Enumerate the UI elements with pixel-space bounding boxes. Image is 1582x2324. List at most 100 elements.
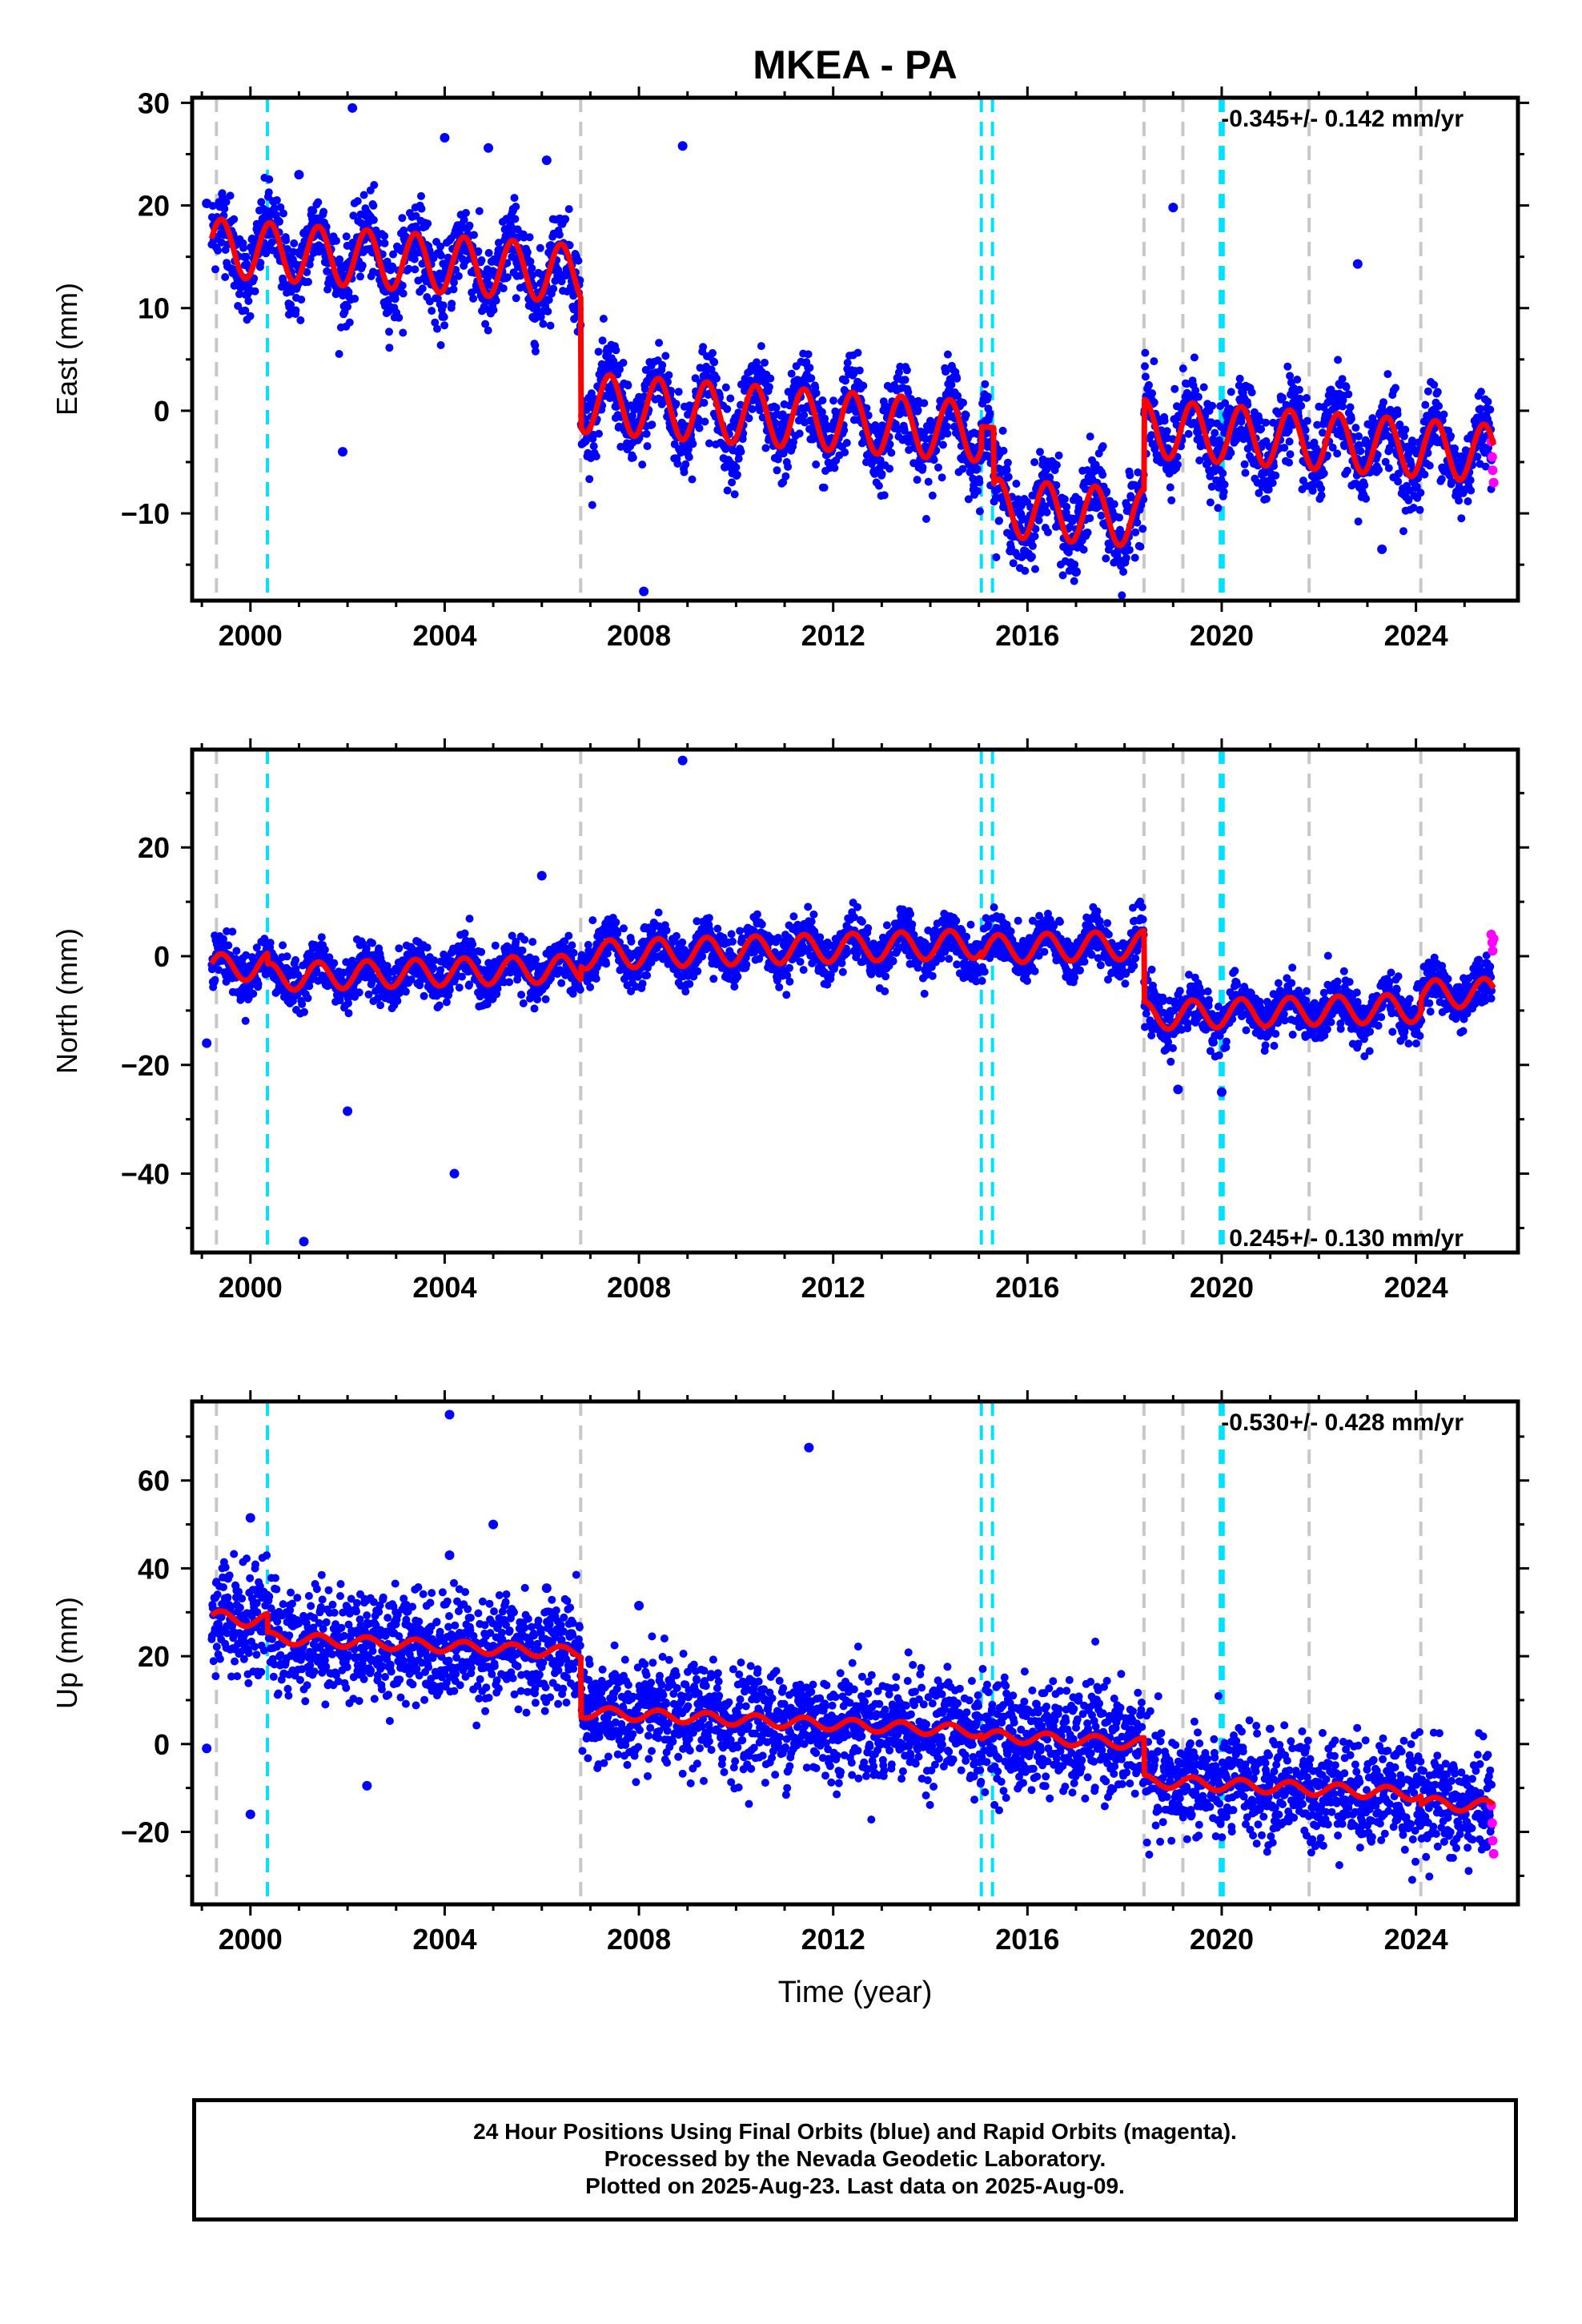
north-point-128 — [254, 979, 263, 988]
east-point-1056 — [592, 452, 600, 460]
east-point-3504 — [1484, 397, 1492, 406]
east-point-3449 — [1464, 497, 1472, 505]
north-point-1249 — [662, 926, 671, 935]
east-point-910 — [539, 320, 548, 328]
east-point-408 — [356, 272, 364, 281]
east-point-3369 — [1435, 402, 1443, 410]
east-point-2342 — [1060, 495, 1069, 504]
east-point-475 — [380, 239, 389, 247]
east-point-541 — [404, 264, 413, 273]
east-point-2492 — [1115, 513, 1124, 522]
east-point-525 — [399, 328, 408, 337]
east-point-1237 — [658, 360, 667, 369]
east-point-2271 — [1034, 516, 1043, 525]
east-point-3277 — [1401, 425, 1410, 434]
east-point-880 — [528, 271, 536, 279]
east-point-1682 — [820, 483, 829, 492]
east-point-2320 — [1052, 460, 1061, 469]
east-point-659 — [448, 300, 456, 308]
east-point-2172 — [998, 426, 1007, 435]
east-point-576 — [417, 204, 426, 213]
north-point-510 — [393, 996, 402, 1005]
east-point-1063 — [595, 429, 603, 438]
east-point-2564 — [1141, 372, 1150, 381]
east-point-2019 — [942, 422, 951, 431]
east-point-2405 — [1083, 529, 1092, 537]
east-point-165 — [267, 238, 276, 247]
east-point-2412 — [1086, 432, 1094, 441]
east-point-1155 — [628, 412, 636, 420]
east-point-1531 — [765, 383, 773, 392]
north-point-708 — [465, 915, 474, 923]
north-point-57 — [228, 927, 237, 936]
east-point-1866 — [887, 448, 896, 457]
north-point-687 — [458, 972, 466, 981]
east-point-836 — [512, 294, 520, 303]
north-point-431 — [364, 990, 373, 999]
east-point-1552 — [773, 466, 781, 475]
east-point-2021 — [943, 350, 952, 359]
east-point-2616 — [1160, 416, 1169, 425]
east-ytick-label-30: 30 — [138, 86, 170, 119]
east-point-2754 — [1211, 428, 1219, 437]
north-point-1292 — [678, 938, 687, 947]
north-point-583 — [420, 991, 428, 1000]
east-point-2945 — [1280, 444, 1289, 452]
east-point-373 — [343, 303, 352, 311]
east-point-639 — [440, 321, 449, 330]
east-point-2799 — [1227, 388, 1235, 396]
east-point-664 — [449, 285, 458, 294]
east-point-482 — [383, 257, 391, 266]
east-point-2015 — [942, 368, 950, 376]
east-point-1744 — [842, 439, 851, 447]
east-point-1847 — [880, 491, 889, 500]
north-point-114 — [249, 989, 258, 998]
east-point-2520 — [1125, 545, 1134, 554]
east-point-735 — [475, 207, 484, 215]
east-point-1738 — [841, 448, 849, 456]
east-point-3169 — [1362, 494, 1371, 503]
east-point-3340 — [1423, 387, 1432, 396]
east-point-1646 — [807, 374, 816, 383]
east-point-2274 — [1036, 448, 1044, 456]
east-point-1521 — [761, 444, 770, 452]
east-rate-label: -0.345+/- 0.142 mm/yr — [1221, 106, 1464, 132]
east-outlier-1 — [440, 132, 450, 143]
east-point-261 — [303, 267, 311, 276]
east-point-92 — [241, 306, 250, 315]
east-point-61 — [230, 215, 239, 223]
east-point-1416 — [723, 486, 732, 495]
north-point-740 — [477, 947, 486, 956]
east-rapid-point-3 — [1488, 477, 1499, 488]
east-point-35 — [220, 204, 229, 213]
east-point-3319 — [1416, 489, 1425, 497]
east-point-292 — [314, 198, 323, 207]
east-point-226 — [290, 239, 299, 247]
east-point-204 — [282, 236, 291, 245]
east-point-3046 — [1317, 485, 1326, 493]
east-point-2368 — [1070, 577, 1078, 585]
east-point-2894 — [1262, 418, 1270, 427]
east-point-1375 — [709, 348, 717, 357]
east-point-1194 — [642, 429, 651, 438]
east-point-3090 — [1333, 449, 1342, 458]
east-point-1209 — [648, 420, 656, 429]
east-point-3272 — [1399, 527, 1407, 536]
east-point-3008 — [1303, 416, 1311, 425]
east-point-1428 — [728, 478, 737, 487]
east-point-101 — [244, 296, 253, 305]
east-point-2776 — [1219, 469, 1227, 477]
east-point-3148 — [1354, 517, 1363, 526]
east-point-2562 — [1141, 362, 1149, 371]
north-point-1110 — [612, 918, 620, 927]
north-points — [202, 755, 1499, 1247]
east-point-87 — [239, 243, 247, 252]
east-point-2896 — [1262, 495, 1271, 503]
east-point-2123 — [981, 380, 990, 388]
east-point-613 — [431, 318, 440, 327]
east-xtick-label-2004: 2004 — [412, 619, 476, 652]
east-point-3366 — [1433, 388, 1442, 396]
east-point-418 — [359, 191, 368, 199]
east-point-1182 — [638, 460, 647, 469]
